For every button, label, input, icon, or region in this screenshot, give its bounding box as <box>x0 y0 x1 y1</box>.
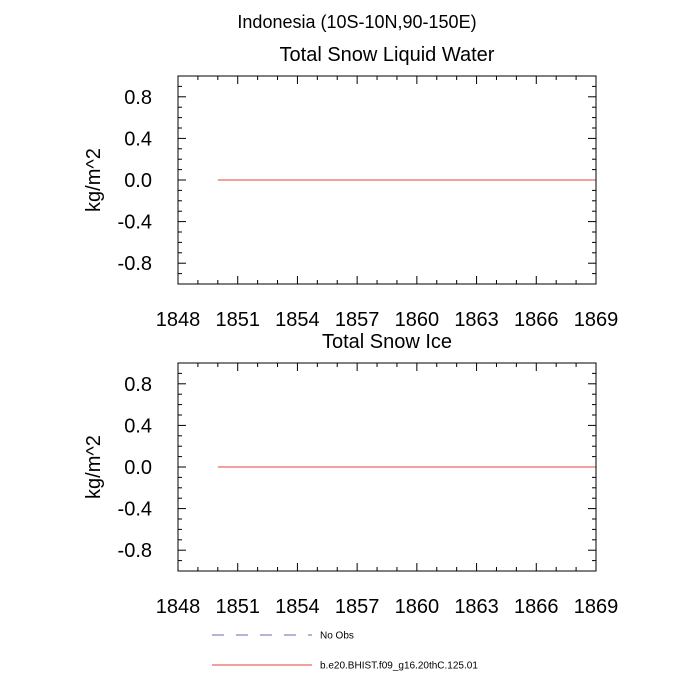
y-tick-label: -0.4 <box>118 499 152 521</box>
plot-frame <box>177 75 597 285</box>
plot-frame <box>177 362 597 572</box>
y-tick-label: 0.8 <box>124 374 152 396</box>
y-tick-label: 0.8 <box>124 87 152 109</box>
legend-label: b.e20.BHIST.f09_g16.20thC.125.01 <box>320 661 478 672</box>
x-tick-label: 1857 <box>335 309 380 331</box>
x-tick-label: 1854 <box>275 596 320 618</box>
y-tick-label: -0.8 <box>118 540 152 562</box>
legend-item: No Obs <box>212 631 354 642</box>
panel-title: Total Snow Ice <box>322 331 452 353</box>
x-tick-label: 1851 <box>215 596 260 618</box>
x-tick-label: 1866 <box>514 596 559 618</box>
x-tick-label: 1857 <box>335 596 380 618</box>
x-tick-label: 1869 <box>574 309 619 331</box>
x-tick-label: 1848 <box>156 309 201 331</box>
super-title: Indonesia (10S-10N,90-150E) <box>237 12 476 32</box>
y-tick-label: -0.4 <box>118 212 152 234</box>
x-tick-label: 1860 <box>395 596 440 618</box>
y-axis-label: kg/m^2 <box>83 435 105 499</box>
x-tick-label: 1869 <box>574 596 619 618</box>
x-tick-label: 1863 <box>454 309 499 331</box>
panel-title: Total Snow Liquid Water <box>280 44 495 66</box>
panel-2: Total Snow Ice kg/m^2 -0.8 -0.4 0.0 0.4 0.8 184… <box>83 331 618 618</box>
y-axis-label: kg/m^2 <box>83 148 105 212</box>
x-tick-label: 1851 <box>215 309 260 331</box>
y-tick-label: 0.4 <box>124 415 152 437</box>
legend-label: No Obs <box>320 631 354 642</box>
legend-item: b.e20.BHIST.f09_g16.20thC.125.01 <box>212 661 478 672</box>
x-tick-label: 1860 <box>395 309 440 331</box>
chart-legend: No Obs b.e20.BHIST.f09_g16.20thC.125.01 <box>212 631 478 672</box>
x-tick-label: 1854 <box>275 309 320 331</box>
y-tick-label: -0.8 <box>118 253 152 275</box>
x-tick-label: 1848 <box>156 596 201 618</box>
panel-1: Total Snow Liquid Water kg/m^2 -0.8 -0.4 0.0… <box>83 44 618 331</box>
x-tick-label: 1866 <box>514 309 559 331</box>
chart-panels: Total Snow Liquid Water kg/m^2 -0.8 -0.4 0.0… <box>83 44 618 618</box>
y-tick-label: 0.0 <box>124 457 152 479</box>
y-tick-label: 0.0 <box>124 170 152 192</box>
y-tick-label: 0.4 <box>124 128 152 150</box>
x-tick-label: 1863 <box>454 596 499 618</box>
